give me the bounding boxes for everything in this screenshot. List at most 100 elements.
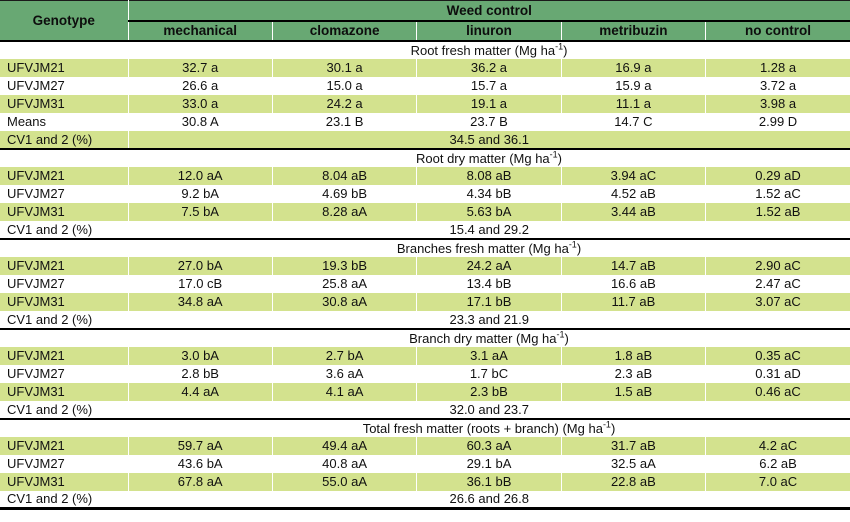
value-cell: 24.2 aA xyxy=(416,256,562,275)
cv-label-cell: CV1 and 2 (%) xyxy=(7,401,93,417)
row-label-cell: UFVJM27 xyxy=(7,276,65,291)
value-cell: 4.52 aB xyxy=(560,184,706,203)
value-cell: 3.6 aA xyxy=(271,364,417,383)
value-cell: 4.4 aA xyxy=(127,382,273,401)
row-label-cell: UFVJM21 xyxy=(7,168,65,183)
table-row: UFVJM27 9.2 bA 4.69 bB 4.34 bB 4.52 aB 1.52 a… xyxy=(0,184,850,203)
section-title-superscript: -1 xyxy=(602,419,611,430)
value-cell: 8.28 aA xyxy=(271,202,417,221)
value-cell: 2.90 aC xyxy=(705,256,850,275)
value-cell: 34.8 aA xyxy=(127,292,273,311)
row-label-cell: UFVJM21 xyxy=(7,60,65,75)
value-cell: 40.8 aA xyxy=(271,454,417,473)
value-cell: 2.8 bB xyxy=(127,364,273,383)
row-label-cell: UFVJM31 xyxy=(7,384,65,399)
value-cell: 2.3 bB xyxy=(416,382,562,401)
value-cell: 2.3 aB xyxy=(560,364,706,383)
value-cell: 16.9 a xyxy=(560,58,706,77)
value-cell: 8.04 aB xyxy=(271,166,417,185)
section-title-row: Root dry matter (Mg ha-1) xyxy=(0,147,850,167)
value-cell: 31.7 aB xyxy=(560,436,706,455)
section-title-text: Total fresh matter (roots + branch) (Mg … xyxy=(362,420,603,436)
value-cell: 15.0 a xyxy=(271,76,417,95)
header-row-group: Genotype Weed control xyxy=(0,0,850,42)
value-cell: 25.8 aA xyxy=(271,274,417,293)
cv-label-cell: CV1 and 2 (%) xyxy=(7,311,93,327)
treatment-header-mechanical: mechanical xyxy=(127,20,273,42)
value-cell: 8.08 aB xyxy=(416,166,562,185)
value-cell: 9.2 bA xyxy=(127,184,273,203)
table-row: UFVJM27 43.6 bA 40.8 aA 29.1 bA 32.5 aA 6.2 a… xyxy=(0,454,850,473)
section-title-superscript: -1 xyxy=(549,149,558,160)
value-cell: 4.2 aC xyxy=(705,436,850,455)
value-cell: 0.46 aC xyxy=(705,382,850,401)
value-cell: 0.35 aC xyxy=(705,346,850,365)
value-cell: 49.4 aA xyxy=(271,436,417,455)
cv-row: CV1 and 2 (%) 26.6 and 26.8 xyxy=(0,490,850,510)
section-title-close: ) xyxy=(576,240,582,256)
value-cell: 17.1 bB xyxy=(416,292,562,311)
cv-value-cell: 26.6 and 26.8 xyxy=(127,490,850,510)
section-title-spacer xyxy=(0,147,128,167)
value-cell: 14.7 C xyxy=(560,112,706,131)
cv-label-cell: CV1 and 2 (%) xyxy=(0,490,128,510)
section-title-cell: Root dry matter (Mg ha-1) xyxy=(128,147,850,167)
value-cell: 24.2 a xyxy=(271,94,417,113)
section-title-text: Root dry matter (Mg ha xyxy=(416,150,550,166)
value-cell: 55.0 aA xyxy=(271,472,417,491)
value-cell: 11.7 aB xyxy=(560,292,706,311)
value-cell: 67.8 aA xyxy=(127,472,273,491)
value-cell: 19.1 a xyxy=(416,94,562,113)
table-header: Genotype Weed control mechanical clomazo… xyxy=(0,0,850,42)
section-title-cell: Total fresh matter (roots + branch) (Mg … xyxy=(128,417,850,437)
header-row-treatments: mechanical clomazone linuron metribuzin … xyxy=(0,20,850,42)
value-cell: 3.0 bA xyxy=(127,346,273,365)
section-title-cell: Branch dry matter (Mg ha-1) xyxy=(128,327,850,347)
cv-value-cell: 23.3 and 21.9 xyxy=(127,310,850,329)
value-cell: 30.1 a xyxy=(271,58,417,77)
section-title-text: Branches fresh matter (Mg ha xyxy=(396,240,569,256)
treatment-header-no-control: no control xyxy=(705,20,850,42)
section-title-close: ) xyxy=(563,42,568,58)
section-title-row: Root fresh matter (Mg ha-1) xyxy=(0,41,850,59)
value-cell: 1.28 a xyxy=(705,58,850,77)
value-cell: 6.2 aB xyxy=(705,454,850,473)
value-cell: 7.5 bA xyxy=(127,202,273,221)
row-label-cell: UFVJM27 xyxy=(7,366,65,381)
value-cell: 36.1 bB xyxy=(416,472,562,491)
value-cell: 2.7 bA xyxy=(271,346,417,365)
value-cell: 27.0 bA xyxy=(127,256,273,275)
section-title-superscript: -1 xyxy=(556,329,565,340)
value-cell: 26.6 a xyxy=(127,76,273,95)
cv-value-cell: 32.0 and 23.7 xyxy=(127,400,850,419)
value-cell: 17.0 cB xyxy=(127,274,273,293)
value-cell: 3.72 a xyxy=(705,76,850,95)
value-cell: 16.6 aB xyxy=(560,274,706,293)
value-cell: 5.63 bA xyxy=(416,202,562,221)
section-title-row: Total fresh matter (roots + branch) (Mg … xyxy=(0,417,850,437)
value-cell: 13.4 bB xyxy=(416,274,562,293)
section-title-superscript: -1 xyxy=(555,41,564,52)
value-cell: 22.8 aB xyxy=(560,472,706,491)
row-label-cell: UFVJM21 xyxy=(7,258,65,273)
value-cell: 0.31 aD xyxy=(705,364,850,383)
genotype-header-cell: Genotype xyxy=(0,0,128,42)
section-title-cell: Root fresh matter (Mg ha-1) xyxy=(128,41,850,59)
row-label-cell: UFVJM21 xyxy=(7,348,65,363)
table-row: UFVJM27 26.6 a 15.0 a 15.7 a 15.9 a 3.72 a xyxy=(0,76,850,95)
value-cell: 3.07 aC xyxy=(705,292,850,311)
section-title-cell: Branches fresh matter (Mg ha-1) xyxy=(128,237,850,257)
value-cell: 1.52 aB xyxy=(705,202,850,221)
row-label-cell: UFVJM21 xyxy=(7,438,65,453)
row-label-cell: UFVJM31 xyxy=(7,96,65,111)
row-label-cell: UFVJM27 xyxy=(7,78,65,93)
value-cell: 59.7 aA xyxy=(127,436,273,455)
value-cell: 30.8 A xyxy=(127,112,273,131)
value-cell: 3.98 a xyxy=(705,94,850,113)
table-row: UFVJM31 34.8 aA 30.8 aA 17.1 bB 11.7 aB 3.07 … xyxy=(0,292,850,311)
table-body: Root fresh matter (Mg ha-1) UFVJM21 32.7 a… xyxy=(0,41,850,510)
table-row: UFVJM21 12.0 aA 8.04 aB 8.08 aB 3.94 aC 0.29 … xyxy=(0,166,850,185)
section-title-spacer xyxy=(0,41,128,59)
value-cell: 15.7 a xyxy=(416,76,562,95)
section-title-text: Root fresh matter (Mg ha xyxy=(410,42,556,58)
